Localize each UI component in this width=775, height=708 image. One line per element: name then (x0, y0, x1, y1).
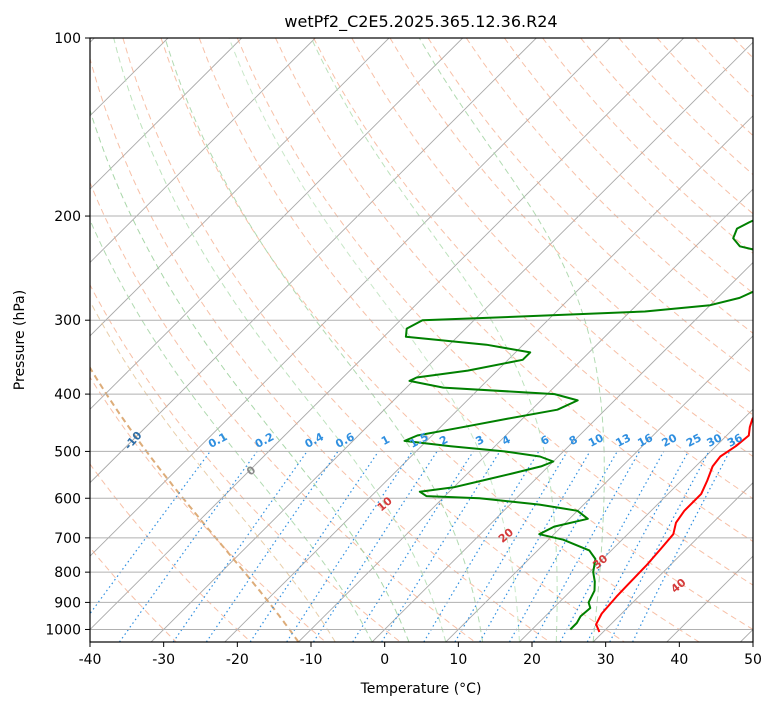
isotherm-line (90, 38, 685, 631)
profile-line (403, 219, 753, 631)
x-tick-label: 0 (380, 652, 389, 668)
y-axis: 100 200 300 400 500 600 700 800 900 1000 (45, 31, 90, 638)
mixing-ratio-line (119, 451, 258, 642)
line-label: 36 (725, 431, 745, 450)
x-tick-label: 20 (523, 652, 541, 668)
y-tick-label: 1000 (45, 622, 81, 638)
dry-adiabat-line (122, 38, 625, 642)
y-tick-label: 900 (54, 595, 81, 611)
y-tick-label: 200 (54, 209, 81, 225)
x-axis: -40 -30 -20 -10 0 10 20 30 40 50 (79, 642, 762, 668)
moist-adiabat-line (113, 38, 447, 642)
plot-frame (89, 37, 754, 643)
line-label: 13 (613, 431, 633, 450)
x-tick-label: 40 (670, 652, 688, 668)
background-lines (90, 38, 753, 642)
y-tick-label: 400 (54, 387, 81, 403)
moist-adiabat-line (228, 38, 520, 642)
dry-adiabat-line (236, 38, 753, 586)
dry-adiabat-line (90, 56, 550, 642)
moist-adiabat-line (90, 365, 300, 642)
dry-adiabat-line (427, 38, 753, 375)
x-axis-title: Temperature (°C) (360, 681, 482, 697)
x-tick-label: 10 (449, 652, 467, 668)
profile-lines (403, 219, 753, 633)
dry-adiabat-line (90, 181, 476, 642)
moist-adiabat-line (90, 300, 336, 642)
mixing-ratio-line (312, 451, 438, 642)
dry-adiabat-line (90, 546, 177, 642)
moist-adiabat-line (310, 38, 558, 642)
moist-adiabat-line (90, 108, 410, 642)
moist-adiabat-line (164, 38, 484, 642)
line-label: 20 (660, 431, 680, 450)
isotherm-line (150, 41, 753, 642)
moist-adiabat-line (418, 38, 605, 642)
isotherm-line (90, 38, 243, 190)
chart-title: wetPf2_C2E5.2025.365.12.36.R24 (284, 12, 557, 32)
isotherm-line (90, 38, 464, 410)
isotherm-line (90, 38, 316, 264)
y-tick-label: 800 (54, 565, 81, 581)
mixing-ratio-line (205, 451, 339, 642)
mixing-ratio-line (249, 451, 379, 642)
isotherm-line (371, 261, 753, 642)
profile-line (595, 416, 753, 633)
dry-adiabat-line (389, 38, 753, 416)
line-label: 10 (586, 431, 606, 450)
isotherm-line (90, 38, 611, 557)
isotherm-line (592, 482, 753, 642)
isotherm-line (90, 38, 390, 337)
line-label: 30 (705, 431, 725, 450)
pressure-gridlines (90, 38, 753, 630)
isotherm-line (90, 38, 537, 484)
x-tick-label: -40 (79, 652, 102, 668)
x-tick-label: 30 (597, 652, 615, 668)
moist-adiabat-line (90, 218, 373, 642)
mixing-ratio-line (454, 451, 568, 642)
y-tick-label: 100 (54, 31, 81, 47)
line-label: 16 (635, 431, 655, 450)
isotherm-line (519, 408, 753, 642)
dry-adiabat-line (465, 38, 753, 334)
y-axis-title: Pressure (hPa) (12, 290, 28, 390)
dry-adiabat-line (275, 38, 753, 543)
mixing-ratio-line (352, 451, 474, 642)
y-tick-label: 500 (54, 444, 81, 460)
dry-adiabat-line (90, 283, 401, 642)
isotherm-line (445, 335, 753, 642)
x-tick-label: 50 (744, 652, 762, 668)
mixing-ratio-line (286, 451, 413, 642)
dry-adiabat-line (160, 38, 700, 642)
mixing-ratio-line (423, 451, 540, 642)
x-tick-label: -10 (300, 652, 323, 668)
y-tick-label: 600 (54, 491, 81, 507)
line-label: 25 (684, 431, 704, 450)
mixing-ratio-line (559, 451, 665, 642)
y-tick-label: 300 (54, 313, 81, 329)
x-tick-label: -30 (152, 652, 175, 668)
mixing-ratio-line (172, 451, 308, 642)
dry-adiabat-line (313, 38, 753, 500)
y-tick-label: 700 (54, 531, 81, 547)
isotherm-line (224, 115, 753, 642)
x-tick-label: -20 (226, 652, 249, 668)
dry-adiabat-line (198, 38, 753, 631)
mixing-ratio-line (381, 451, 501, 642)
